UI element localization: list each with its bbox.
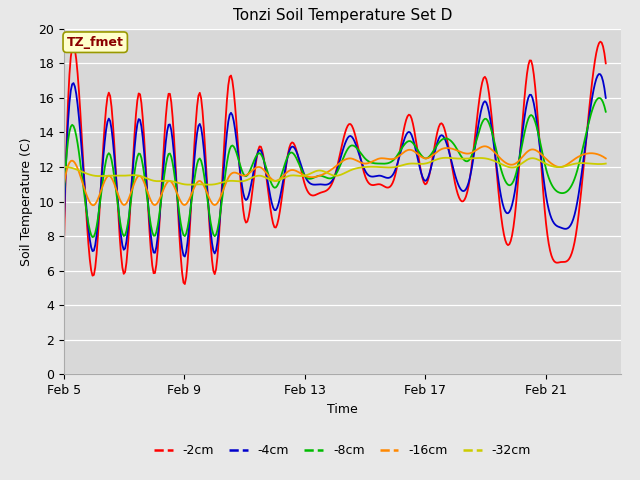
Legend: -2cm, -4cm, -8cm, -16cm, -32cm: -2cm, -4cm, -8cm, -16cm, -32cm xyxy=(149,439,536,462)
Y-axis label: Soil Temperature (C): Soil Temperature (C) xyxy=(20,137,33,266)
Text: TZ_fmet: TZ_fmet xyxy=(67,36,124,48)
X-axis label: Time: Time xyxy=(327,403,358,416)
Title: Tonzi Soil Temperature Set D: Tonzi Soil Temperature Set D xyxy=(233,9,452,24)
